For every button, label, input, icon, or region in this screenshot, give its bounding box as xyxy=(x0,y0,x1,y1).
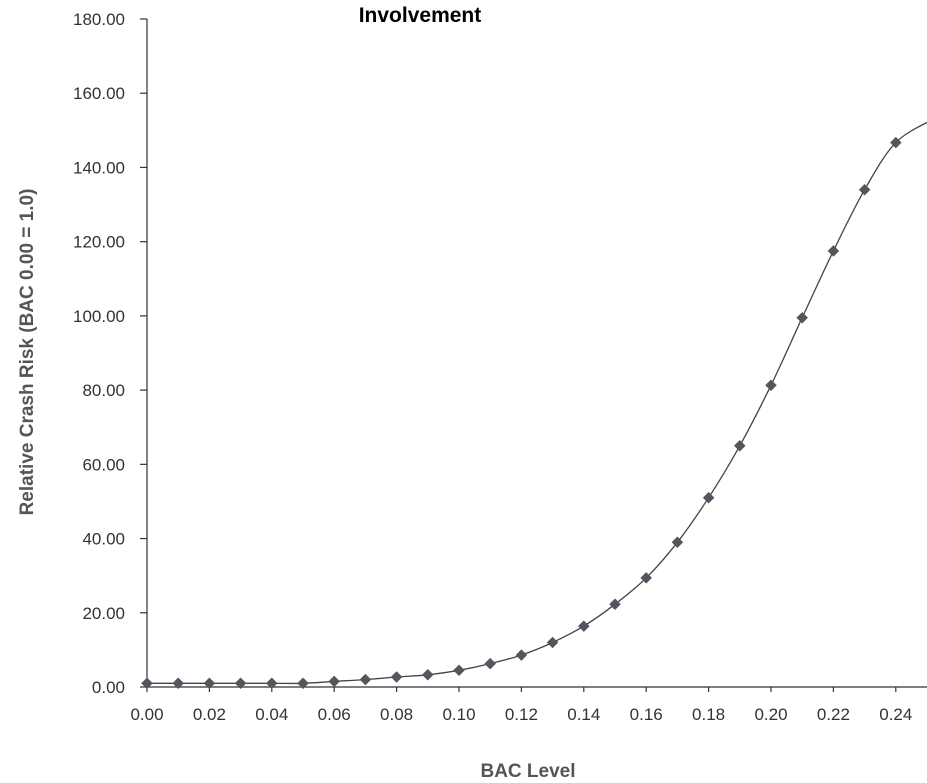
y-tick-label: 120.00 xyxy=(73,233,125,252)
y-tick-label: 180.00 xyxy=(73,10,125,29)
data-point-marker xyxy=(577,620,590,632)
x-tick-label: 0.02 xyxy=(193,705,226,724)
data-point-marker xyxy=(172,677,185,690)
y-tick-label: 80.00 xyxy=(82,381,125,400)
data-point-marker xyxy=(733,439,746,452)
y-tick-label: 160.00 xyxy=(73,84,125,103)
data-point-marker xyxy=(546,636,559,649)
data-point-marker xyxy=(640,572,653,584)
data-point-marker xyxy=(671,536,684,549)
series-line xyxy=(147,121,927,685)
data-point-marker xyxy=(141,677,153,690)
chart-title: Involvement xyxy=(359,4,482,27)
x-tick-label: 0.14 xyxy=(567,705,600,724)
y-tick-label: 100.00 xyxy=(73,307,125,326)
x-axis-title: BAC Level xyxy=(480,761,575,782)
series-layer xyxy=(141,121,927,690)
data-point-marker xyxy=(796,311,809,324)
data-point-marker xyxy=(203,677,216,690)
y-tick-label: 60.00 xyxy=(82,455,125,474)
y-tick-label: 40.00 xyxy=(82,530,125,549)
y-tick-label: 20.00 xyxy=(82,604,125,623)
data-point-marker xyxy=(265,677,278,690)
y-tick-label: 140.00 xyxy=(73,158,125,177)
data-point-marker xyxy=(234,677,247,690)
y-axis: 0.00 20.00 40.00 60.00 80.00 100.00 120.00 140.… xyxy=(73,10,148,697)
x-tick-label: 0.12 xyxy=(505,705,538,724)
x-tick-label: 0.16 xyxy=(630,705,663,724)
data-point-marker xyxy=(858,183,871,196)
data-point-marker xyxy=(827,245,840,257)
data-point-marker xyxy=(702,491,715,504)
x-tick-label: 0.20 xyxy=(754,705,787,724)
data-point-marker xyxy=(515,649,528,661)
data-point-marker xyxy=(421,668,434,681)
data-point-marker xyxy=(484,657,497,670)
x-tick-label: 0.08 xyxy=(380,705,413,724)
data-point-marker xyxy=(297,677,309,690)
x-tick-label: 0.10 xyxy=(442,705,475,724)
data-point-marker xyxy=(765,379,777,392)
y-tick-label: 0.00 xyxy=(92,678,125,697)
x-tick-label: 0.18 xyxy=(692,705,725,724)
data-point-marker xyxy=(609,598,621,611)
data-point-marker xyxy=(359,673,372,686)
y-axis-title: Relative Crash Risk (BAC 0.00 = 1.0) xyxy=(17,189,38,516)
x-tick-label: 0.04 xyxy=(255,705,288,724)
x-tick-label: 0.24 xyxy=(879,705,912,724)
data-point-marker xyxy=(453,664,465,677)
data-point-marker xyxy=(889,136,902,149)
data-point-marker xyxy=(328,675,341,688)
x-tick-label: 0.22 xyxy=(817,705,850,724)
x-tick-label: 0.06 xyxy=(318,705,351,724)
x-axis: 0.00 0.02 0.04 0.06 0.08 0.10 0.12 0.14 0.16 0.18… xyxy=(130,686,927,724)
x-tick-label: 0.00 xyxy=(130,705,163,724)
data-point-marker xyxy=(390,671,403,683)
